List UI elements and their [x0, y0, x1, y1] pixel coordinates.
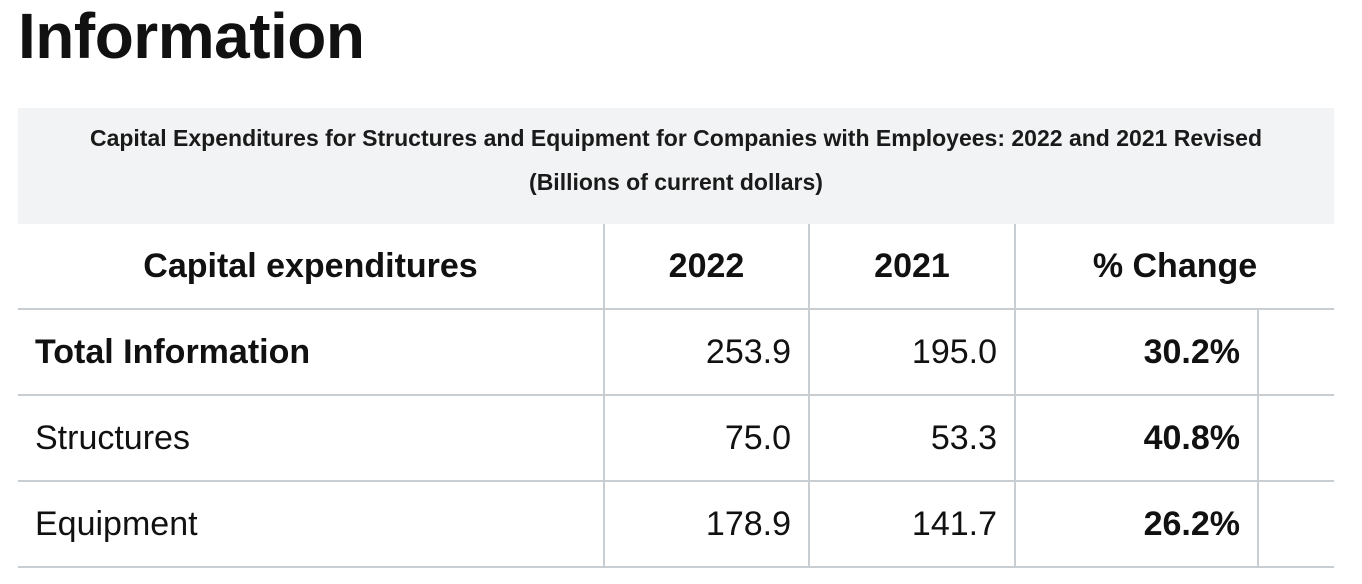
value-2022: 178.9 — [603, 481, 809, 568]
row-label: Equipment — [18, 481, 604, 568]
value-2021: 141.7 — [808, 481, 1015, 568]
table-row: Total Information 253.9 195.0 30.2% — [18, 309, 1335, 396]
value-2022: 253.9 — [603, 309, 809, 396]
header-2022: 2022 — [603, 224, 809, 310]
table-caption-units: (Billions of current dollars) — [529, 169, 823, 195]
table-caption-title: Capital Expenditures for Structures and … — [89, 125, 1263, 151]
value-2021: 195.0 — [808, 309, 1015, 396]
empty-cell — [1256, 481, 1335, 568]
header-2021: 2021 — [808, 224, 1015, 310]
value-percent-change: 40.8% — [1014, 395, 1258, 482]
empty-cell — [1256, 395, 1335, 482]
header-capital-expenditures: Capital expenditures — [18, 224, 604, 310]
value-percent-change: 26.2% — [1014, 481, 1258, 568]
value-2022: 75.0 — [603, 395, 809, 482]
value-2021: 53.3 — [808, 395, 1015, 482]
header-percent-change: % Change — [1013, 224, 1335, 310]
empty-cell — [1256, 309, 1335, 396]
table-row: Equipment 178.9 141.7 26.2% — [18, 481, 1335, 568]
table-caption: Capital Expenditures for Structures and … — [18, 108, 1334, 224]
page-title: Information — [18, 0, 365, 72]
row-label: Structures — [18, 395, 604, 482]
table-row: Structures 75.0 53.3 40.8% — [18, 395, 1335, 482]
value-percent-change: 30.2% — [1014, 309, 1258, 396]
table-header-row: Capital expenditures 2022 2021 % Change — [18, 224, 1335, 310]
capital-expenditures-table: Capital expenditures 2022 2021 % Change … — [18, 224, 1335, 568]
row-label: Total Information — [18, 309, 604, 396]
